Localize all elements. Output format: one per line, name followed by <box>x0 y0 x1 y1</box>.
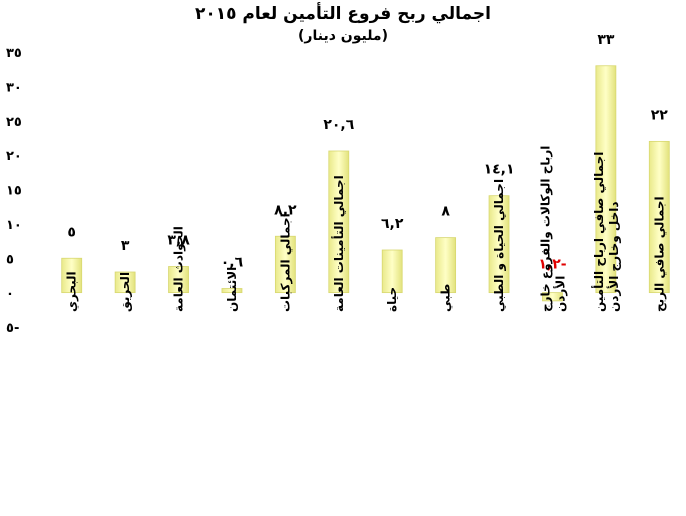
bar <box>542 292 563 302</box>
data-label: ٠,٦ <box>221 255 244 271</box>
y-tick-label: ١٠ <box>6 218 22 233</box>
bar <box>435 237 457 294</box>
x-tick-label: طبي <box>439 284 453 312</box>
x-tick-label: اجمالي المركبات <box>278 213 292 312</box>
bar <box>648 140 670 294</box>
data-label: ٣ <box>121 238 130 254</box>
y-tick-label: ٢٠ <box>6 149 22 164</box>
chart-subtitle: (مليون دينار) <box>298 28 388 44</box>
y-tick-label: ٣٠ <box>6 80 22 95</box>
bar <box>328 150 350 294</box>
bar <box>61 257 83 294</box>
x-tick-label: البحري <box>65 271 79 312</box>
x-tick-label: الائتمان <box>225 267 239 312</box>
x-tick-label: اجمالي صافي ارباح التأمين <box>591 152 606 312</box>
x-tick-label: الحوادث العامة <box>172 226 187 312</box>
x-tick-label: ارباح الوكالات والفروع خارج <box>538 146 553 312</box>
bar <box>221 288 243 294</box>
x-tick-label: اجمالي صافي الربح <box>652 196 666 312</box>
data-label: ٢٠,٦ <box>323 117 354 133</box>
data-label: ٨ <box>441 204 450 220</box>
data-label: ٢٢ <box>651 107 669 123</box>
data-label: ١٤,١ <box>484 162 515 178</box>
y-tick-label: ٢٥ <box>6 115 22 130</box>
y-tick-label: ٥ <box>6 252 14 267</box>
x-tick-label: اجمالي الحياة و الطبي <box>492 179 507 312</box>
data-label: ٨,٢ <box>274 202 297 218</box>
data-label: ١,٢- <box>538 257 566 273</box>
bar <box>168 266 189 294</box>
y-tick-label: ٠ <box>6 287 14 302</box>
bar <box>114 271 136 294</box>
data-label: ٣٣ <box>597 32 615 48</box>
y-tick-label: ١٥ <box>6 184 22 199</box>
bar <box>488 195 510 294</box>
bar <box>595 65 617 294</box>
x-tick-label: الأردن <box>552 276 567 312</box>
x-tick-label: الحريق <box>118 272 132 312</box>
y-tick-label: ٥- <box>6 321 19 336</box>
data-label: ٣,٨ <box>167 233 190 249</box>
data-label: ٥ <box>67 224 76 240</box>
x-tick-label: حياة <box>385 287 399 312</box>
x-tick-label: اجمالي التأمينات العامة <box>331 175 346 312</box>
bar <box>274 235 296 294</box>
x-tick-label: داخل وخارج الأردن <box>606 201 622 312</box>
chart-title: اجمالي ربح فروع التأمين لعام ٢٠١٥ <box>195 4 491 24</box>
y-tick-label: ٣٥ <box>6 46 22 61</box>
data-label: ٦,٢ <box>381 216 404 232</box>
bar <box>381 249 403 294</box>
